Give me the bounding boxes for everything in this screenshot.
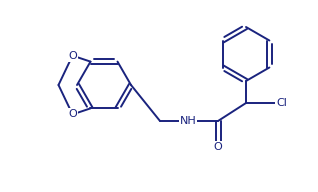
- Text: O: O: [68, 109, 77, 119]
- Text: O: O: [214, 142, 222, 152]
- Text: O: O: [68, 51, 77, 61]
- Text: NH: NH: [180, 116, 197, 126]
- Text: Cl: Cl: [276, 98, 287, 108]
